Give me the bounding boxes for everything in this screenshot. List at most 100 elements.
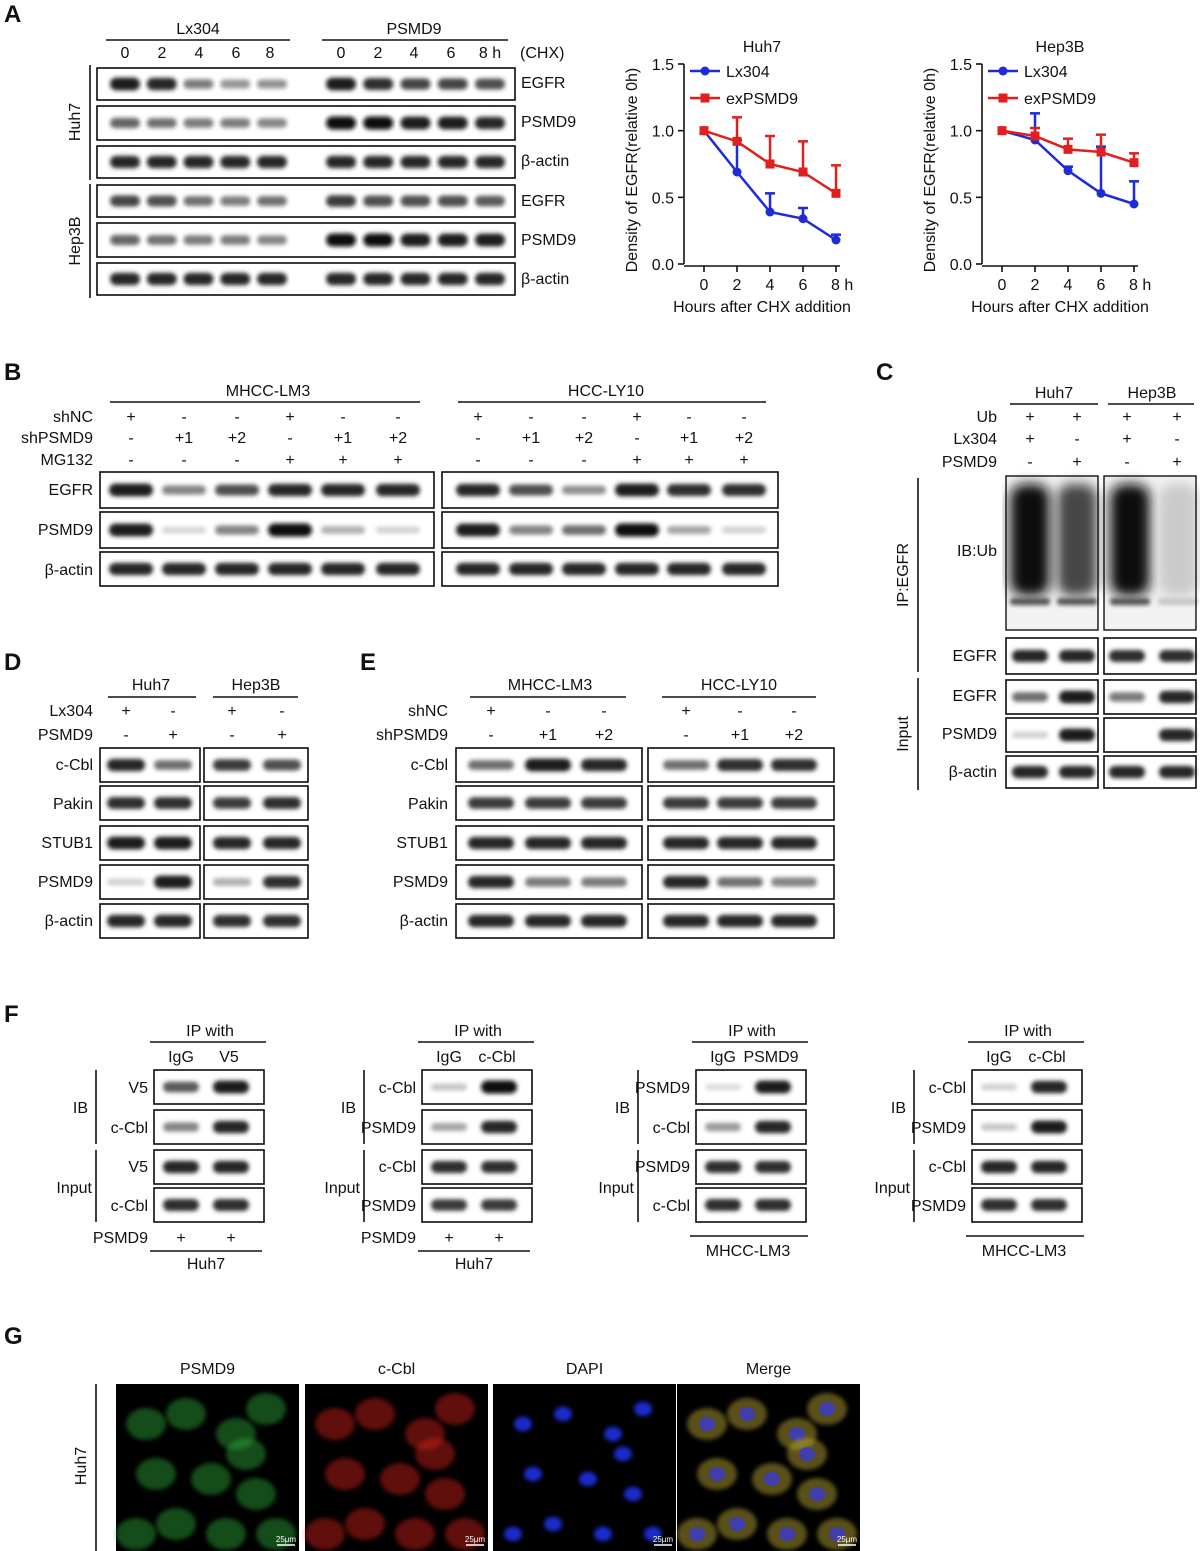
band: [326, 77, 356, 91]
band: [321, 562, 365, 576]
x-tick-label: 4: [766, 277, 775, 294]
scale-label: 25μm: [653, 1535, 674, 1544]
band-label: STUB1: [396, 835, 448, 852]
blot-border: [96, 262, 516, 296]
blot-border: [971, 1187, 1083, 1223]
blot-border: [1103, 637, 1197, 675]
band: [755, 1120, 791, 1134]
band: [215, 484, 259, 496]
cell-signal: [305, 1518, 345, 1550]
lane-label: V5: [219, 1049, 239, 1066]
band: [771, 797, 817, 809]
sign: +: [681, 703, 690, 720]
band-label: V5: [128, 1159, 148, 1176]
ip-label: IP:EGFR: [895, 543, 912, 607]
blot-border: [695, 1109, 807, 1145]
data-point: [732, 136, 742, 146]
band: [146, 77, 177, 91]
chart-title: Hep3B: [1036, 39, 1085, 56]
panel-b-signs: + + - - - - + + - - - - - - +1 +1 +2 +2 - - +1 +1 +2 +2 - - - - - - + +…: [126, 409, 753, 469]
data-point: [1030, 131, 1040, 141]
band-label: STUB1: [41, 835, 93, 852]
band: [456, 562, 500, 576]
band: [509, 525, 553, 535]
band: [215, 525, 259, 535]
group-label-psmd9: PSMD9: [386, 21, 441, 38]
band: [257, 118, 287, 128]
band: [363, 155, 394, 169]
sign: -: [170, 703, 175, 720]
blot-border: [695, 1187, 807, 1223]
panel-c-row-labels: Ub Lx304 PSMD9: [942, 409, 997, 471]
band: [107, 914, 145, 928]
band-label: β-actin: [45, 913, 93, 930]
cell-signal: [236, 1478, 276, 1510]
cell-signal: [136, 1458, 176, 1490]
sign: +1: [522, 430, 540, 447]
row-label-shpsmd9: shPSMD9: [21, 430, 93, 447]
legend-label: exPSMD9: [726, 91, 798, 108]
panel-a-letter: A: [4, 1, 21, 28]
data-point: [732, 167, 742, 177]
band: [481, 1161, 517, 1173]
blot-border: [96, 67, 516, 101]
band: [663, 914, 709, 928]
band: [475, 155, 505, 169]
panel-d-blots: [99, 747, 309, 939]
band: [468, 914, 514, 928]
band: [110, 77, 140, 91]
sign: +: [1072, 409, 1081, 426]
blot-border: [1005, 475, 1099, 631]
blot-border: [99, 471, 435, 509]
band: [257, 272, 287, 286]
sign: -: [1074, 431, 1079, 448]
blot-strip: [99, 825, 201, 861]
blot-strip: [647, 825, 835, 861]
band-label: PSMD9: [521, 232, 576, 249]
panel-d: D Huh7 Hep3B Lx304 PSMD9 + - + - - + - + c-Cbl …: [4, 649, 309, 939]
band: [107, 758, 145, 772]
blot-border: [971, 1109, 1083, 1145]
blot-border: [695, 1149, 807, 1185]
band: [109, 483, 153, 497]
band: [220, 155, 251, 169]
blot-strip: [695, 1187, 807, 1223]
band-label: β-actin: [521, 153, 569, 170]
band: [321, 526, 365, 534]
band: [468, 760, 514, 770]
band: [220, 118, 251, 128]
band: [162, 562, 206, 576]
band: [268, 523, 312, 537]
blot-strip: [99, 864, 201, 900]
blot-strip: [971, 1109, 1083, 1145]
band: [363, 78, 394, 90]
blot-border: [441, 471, 779, 509]
band-label: Pakin: [408, 796, 448, 813]
cell-label-huh7: Huh7: [73, 1447, 90, 1485]
blot-strip: [96, 184, 516, 218]
band: [263, 797, 301, 809]
data-point: [1096, 188, 1106, 198]
micrograph-c-cbl: c-Cbl 25μm: [305, 1361, 488, 1551]
band: [257, 196, 287, 206]
cell-signal: [325, 1458, 365, 1490]
micrograph-psmd9: PSMD9 25μm: [116, 1361, 299, 1551]
band: [667, 525, 711, 535]
scale-label: 25μm: [837, 1535, 858, 1544]
legend-marker: [700, 93, 710, 103]
x-tick-label: 0: [998, 277, 1007, 294]
blot-strip: [421, 1187, 533, 1223]
ub-smear-blot: [1005, 475, 1198, 631]
panel-c-letter: C: [876, 359, 893, 386]
micrograph-row: PSMD9 25μm c-Cbl 25μm DAPI 25μm Merge 25μm: [116, 1361, 860, 1551]
data-point: [765, 207, 775, 217]
cell-signal: [226, 1438, 266, 1470]
blot-strip: [1103, 679, 1197, 715]
band: [146, 118, 177, 128]
blot-strip: [203, 825, 309, 861]
x-tick-label: 6: [799, 277, 808, 294]
blot-border: [647, 825, 835, 861]
blot-strip: [695, 1069, 807, 1105]
row-label-lx304: Lx304: [49, 703, 93, 720]
